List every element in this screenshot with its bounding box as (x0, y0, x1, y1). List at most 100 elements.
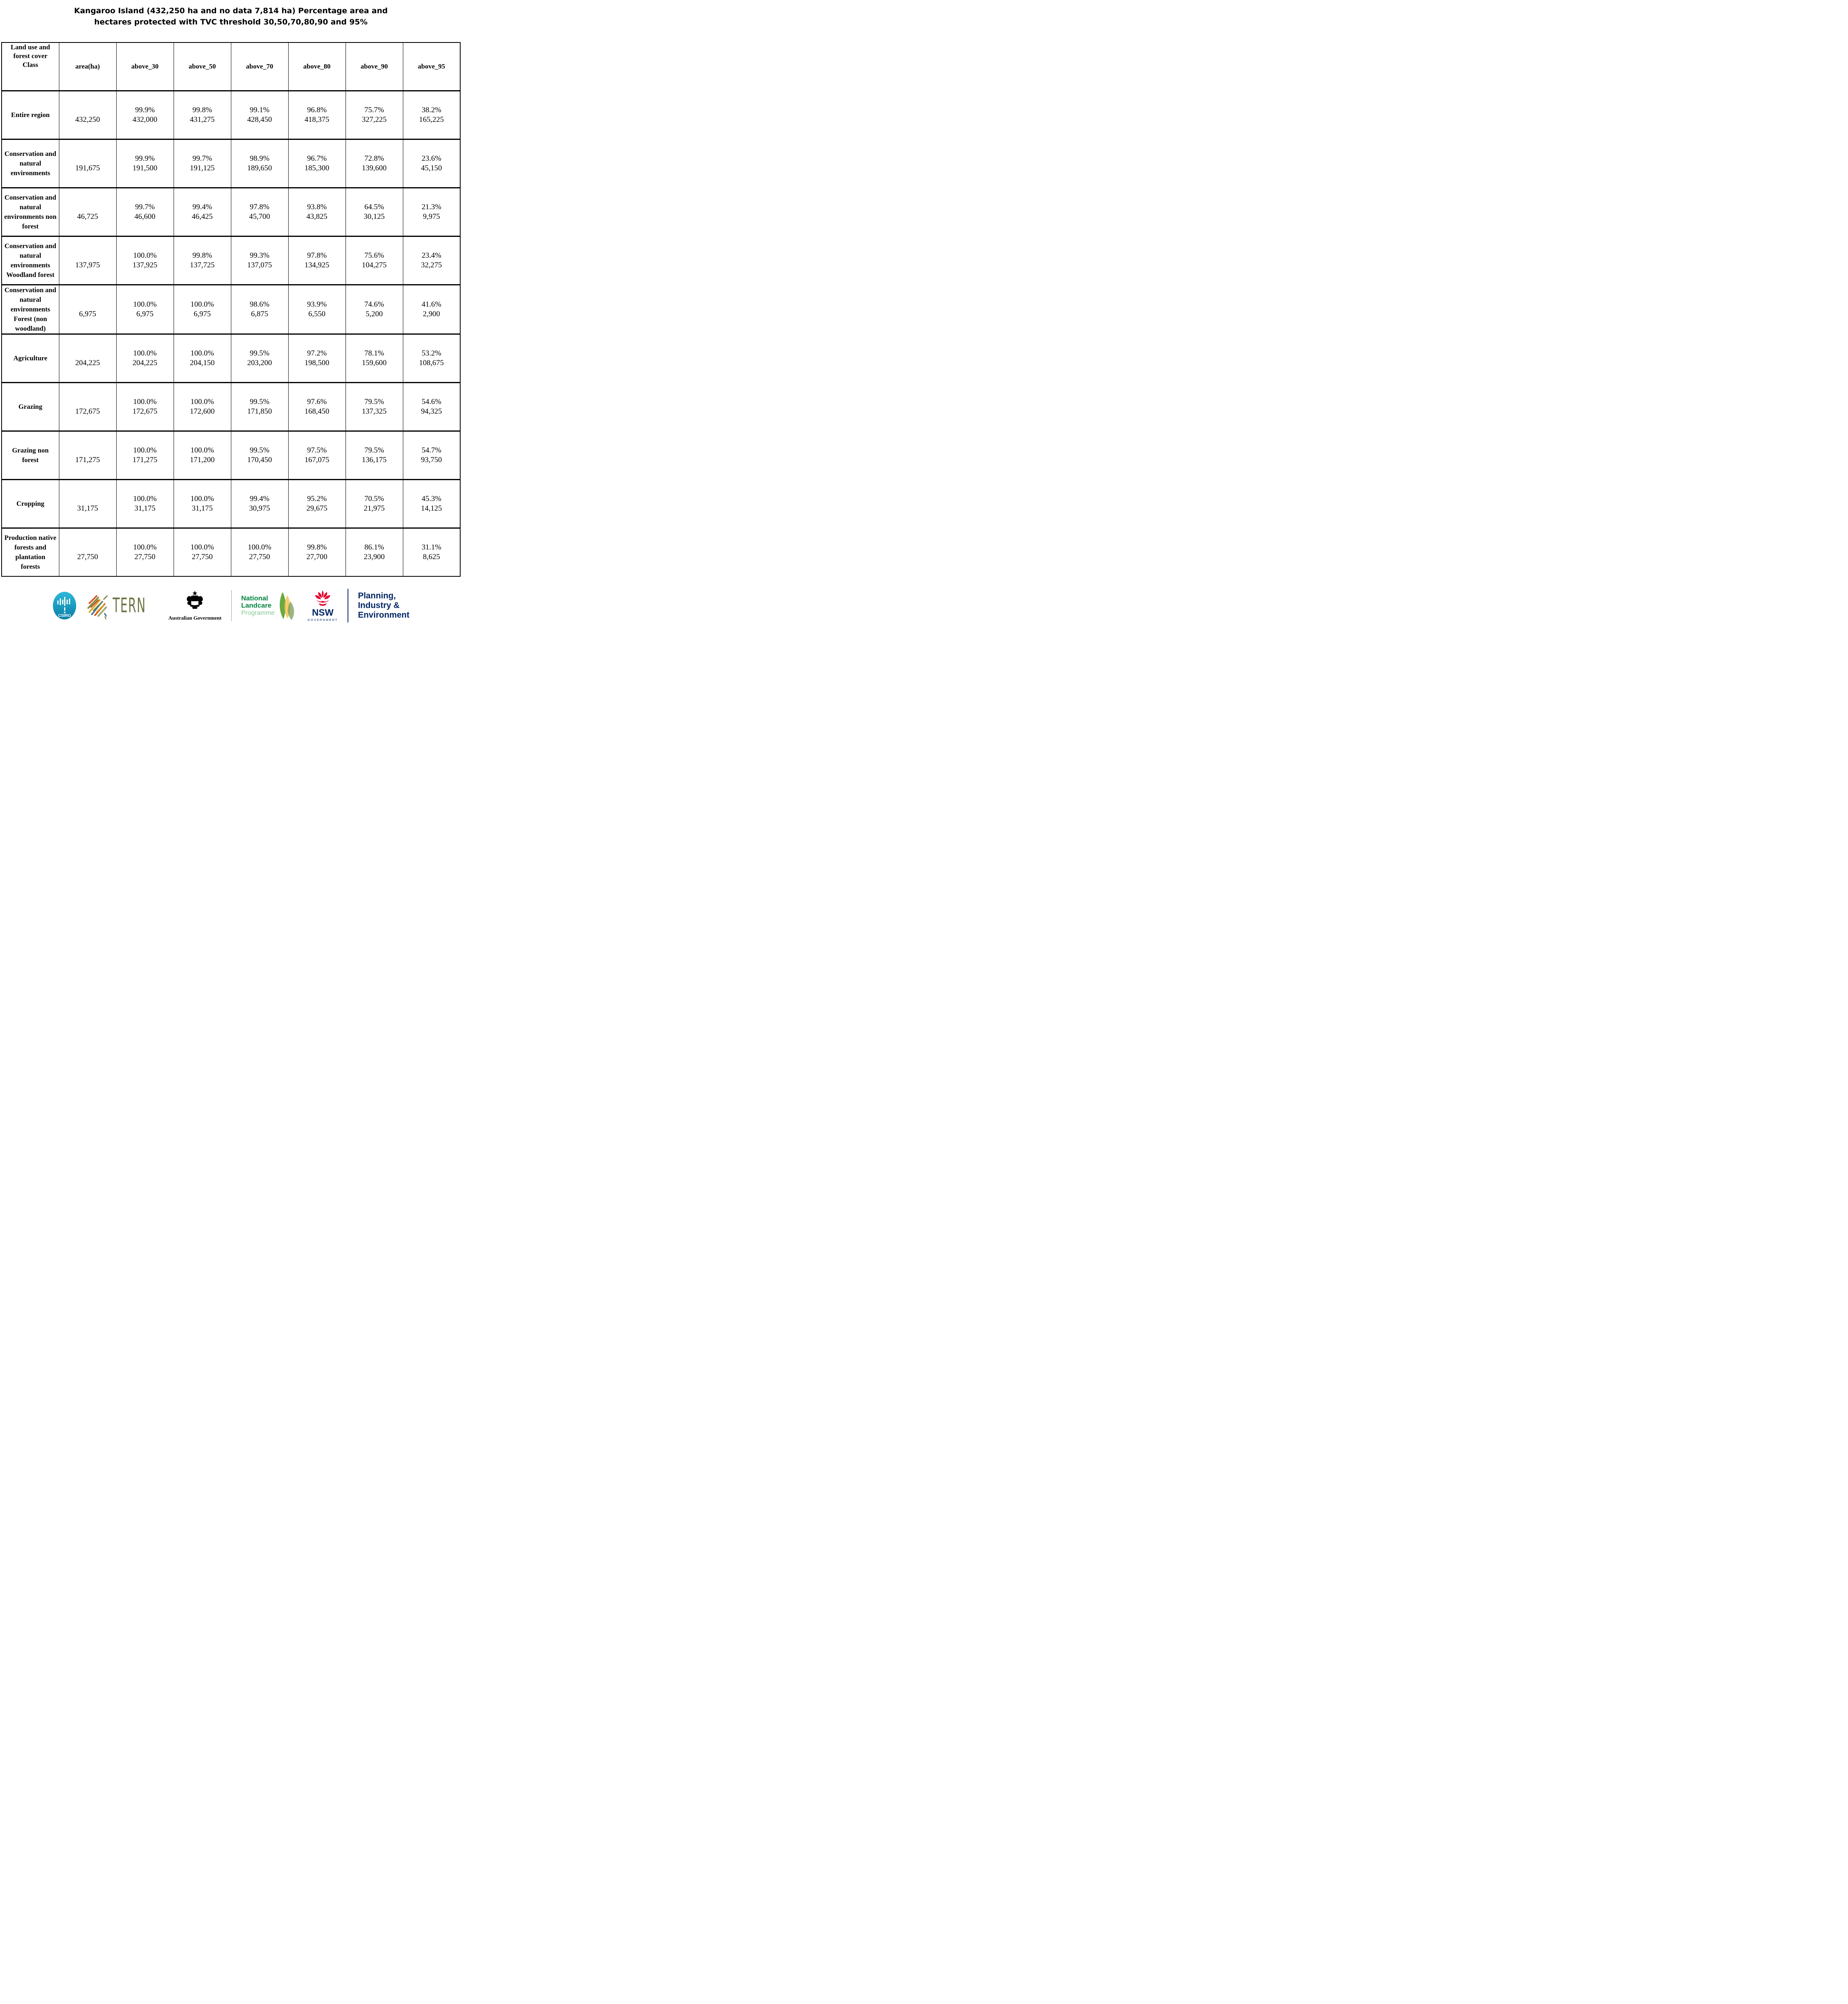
percent-value: 93.9% (307, 300, 327, 309)
area-ha-value: 31,175 (77, 504, 98, 513)
threshold-cell: 99.5% 170,450 (230, 431, 288, 480)
percent-value: 75.7% (364, 105, 384, 114)
report-title-line2: hectares protected with TVC threshold 30… (94, 17, 368, 26)
table-row: Production native forests and plantation… (2, 528, 460, 577)
threshold-cell: 23.4% 32,275 (402, 236, 460, 285)
percent-value: 97.6% (307, 397, 327, 406)
hectares-value: 46,425 (192, 212, 213, 221)
hectares-value: 30,975 (249, 504, 270, 513)
pie-line2: Industry & (358, 601, 400, 610)
threshold-cell: 99.1% 428,450 (230, 91, 288, 139)
hectares-value: 46,600 (134, 212, 156, 221)
table-row: Conservation and natural environments Fo… (2, 285, 460, 334)
threshold-cell: 97.8% 134,925 (288, 236, 346, 285)
threshold-cell: 86.1% 23,900 (345, 528, 403, 577)
row-label: Conservation and natural environments Wo… (4, 242, 57, 279)
hectares-value: 5,200 (366, 309, 383, 318)
percent-value: 100.0% (133, 349, 157, 358)
row-label: Cropping (16, 499, 44, 507)
hectares-value: 23,900 (364, 552, 385, 561)
percent-value: 53.2% (421, 349, 441, 358)
pie-line1: Planning, (358, 591, 396, 600)
threshold-cell: 99.7% 46,600 (116, 188, 174, 236)
percent-value: 97.8% (249, 202, 270, 211)
hectares-value: 204,225 (132, 358, 158, 367)
percent-value: 64.5% (364, 202, 384, 211)
table-row: Entire region 432,250 99.9% 432,000 99.8% 431… (2, 91, 460, 139)
percent-value: 98.9% (249, 154, 270, 163)
hectares-value: 198,500 (304, 358, 330, 367)
area-ha-cell: 27,750 (59, 528, 116, 577)
percent-value: 79.5% (364, 446, 384, 455)
percent-value: 100.0% (133, 300, 157, 309)
threshold-cell: 97.8% 45,700 (230, 188, 288, 236)
percent-value: 99.8% (192, 105, 212, 114)
hectares-value: 171,200 (190, 455, 215, 464)
threshold-cell: 98.6% 6,875 (230, 285, 288, 334)
report-title-line1: Kangaroo Island (432,250 ha and no data … (74, 6, 388, 15)
area-ha-cell: 46,725 (59, 188, 116, 236)
hectares-value: 93,750 (421, 455, 442, 464)
hectares-value: 6,550 (308, 309, 326, 318)
threshold-cell: 79.5% 137,325 (345, 382, 403, 431)
threshold-cell: 45.3% 14,125 (402, 479, 460, 528)
area-ha-value: 137,975 (75, 261, 100, 269)
column-header-above-95: above_95 (402, 42, 460, 91)
hectares-value: 43,825 (306, 212, 328, 221)
percent-value: 99.8% (307, 543, 327, 552)
landcare-line3: Programme (241, 609, 275, 616)
hectares-value: 21,975 (364, 504, 385, 513)
threshold-cell: 100.0% 172,675 (116, 382, 174, 431)
hectares-value: 168,450 (304, 407, 330, 416)
percent-value: 99.4% (192, 202, 212, 211)
threshold-cell: 74.6% 5,200 (345, 285, 403, 334)
threshold-cell: 53.2% 108,675 (402, 334, 460, 383)
threshold-cell: 100.0% 171,275 (116, 431, 174, 480)
hectares-value: 30,125 (364, 212, 385, 221)
threshold-cell: 100.0% 137,925 (116, 236, 174, 285)
hectares-value: 431,275 (190, 115, 215, 124)
hectares-value: 139,600 (362, 164, 387, 172)
hectares-value: 104,275 (362, 261, 387, 269)
footer-logos: CSIRO CSIRO TERN (0, 589, 462, 623)
percent-value: 31.1% (421, 543, 441, 552)
hectares-value: 137,325 (362, 407, 387, 416)
landcare-divider (231, 590, 232, 622)
threshold-cell: 99.4% 30,975 (230, 479, 288, 528)
threshold-cell: 78.1% 159,600 (345, 334, 403, 383)
threshold-cell: 31.1% 8,625 (402, 528, 460, 577)
percent-value: 97.8% (307, 251, 327, 260)
threshold-cell: 99.5% 203,200 (230, 334, 288, 383)
tern-logo: TERN (86, 591, 159, 620)
table-header: Land use and forest cover Class area(ha)… (2, 42, 460, 91)
column-header-above-90: above_90 (345, 42, 403, 91)
percent-value: 100.0% (190, 446, 214, 455)
planning-industry-environment-logo: Planning, Industry & Environment (358, 591, 409, 620)
percent-value: 41.6% (421, 300, 441, 309)
nsw-label: NSW (312, 607, 334, 618)
percent-value: 21.3% (421, 202, 441, 211)
hectares-value: 134,925 (304, 261, 330, 269)
hectares-value: 31,175 (192, 504, 213, 513)
tvc-protection-table: Land use and forest cover Class area(ha)… (1, 42, 461, 577)
column-header-above-80: above_80 (288, 42, 346, 91)
area-ha-value: 27,750 (77, 552, 98, 561)
hectares-value: 171,275 (132, 455, 158, 464)
landcare-line1: National (241, 594, 268, 602)
percent-value: 97.5% (307, 446, 327, 455)
threshold-cell: 100.0% 172,600 (173, 382, 231, 431)
threshold-cell: 79.5% 136,175 (345, 431, 403, 480)
threshold-cell: 100.0% 204,150 (173, 334, 231, 383)
threshold-cell: 93.8% 43,825 (288, 188, 346, 236)
percent-value: 99.5% (249, 446, 270, 455)
hectares-value: 45,700 (249, 212, 270, 221)
column-header-above-50: above_50 (173, 42, 231, 91)
tern-label: TERN (112, 594, 146, 617)
percent-value: 99.5% (249, 397, 270, 406)
coat-of-arms-icon (187, 590, 203, 609)
header-row: Land use and forest cover Class area(ha)… (2, 42, 460, 91)
hectares-value: 136,175 (362, 455, 387, 464)
percent-value: 54.7% (421, 446, 441, 455)
hectares-value: 203,200 (247, 358, 272, 367)
column-header-above-30: above_30 (116, 42, 174, 91)
